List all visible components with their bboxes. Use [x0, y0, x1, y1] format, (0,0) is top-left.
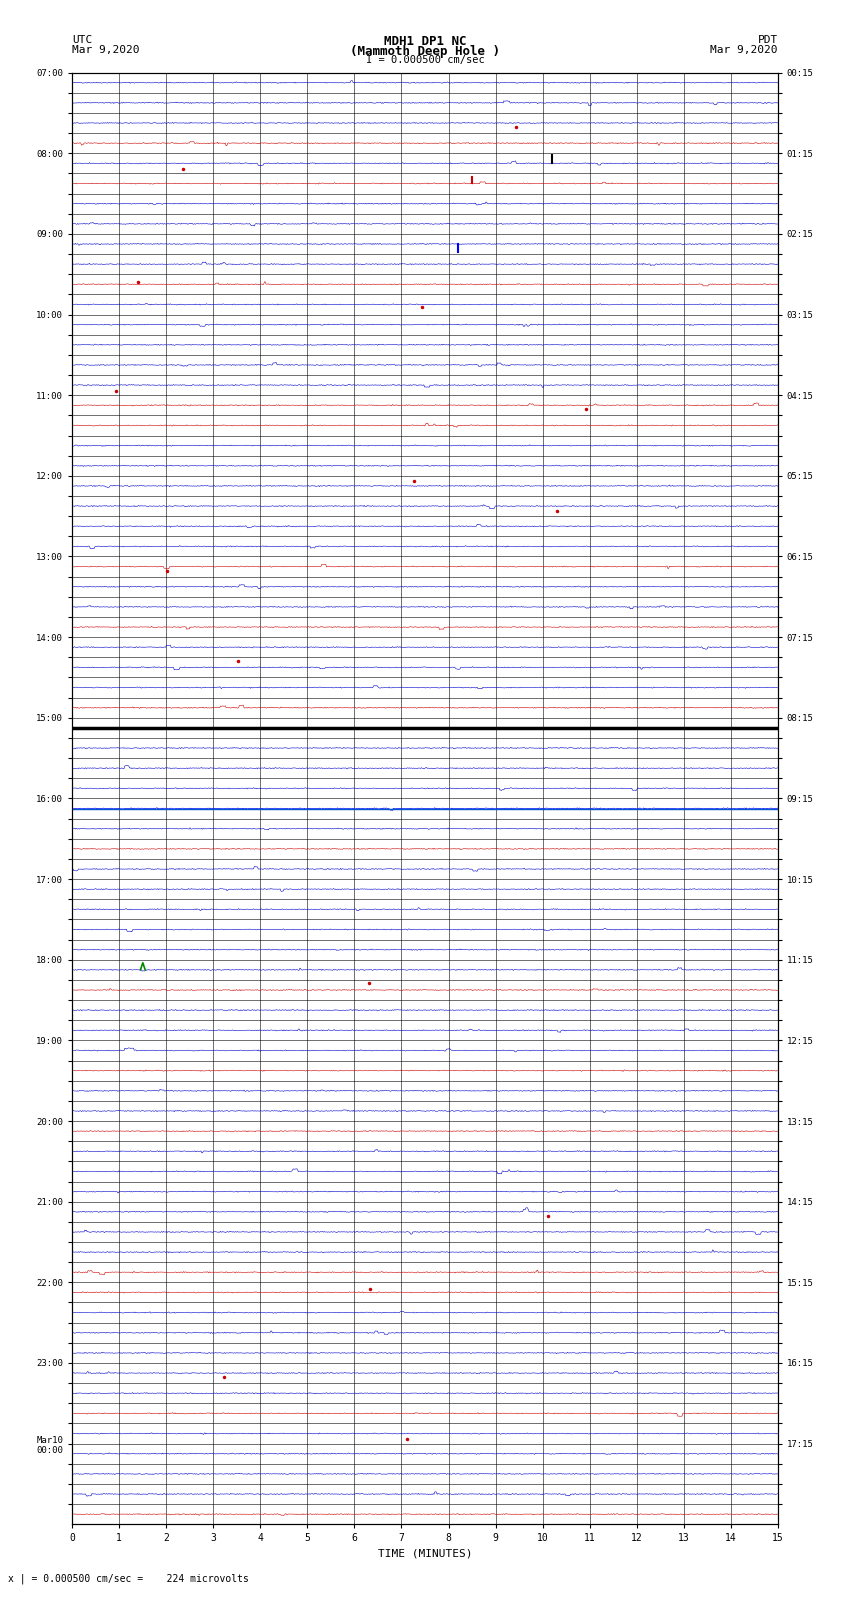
Text: PDT: PDT: [757, 35, 778, 45]
Text: MDH1 DP1 NC: MDH1 DP1 NC: [383, 35, 467, 48]
X-axis label: TIME (MINUTES): TIME (MINUTES): [377, 1548, 473, 1558]
Text: Mar 9,2020: Mar 9,2020: [72, 45, 139, 55]
Text: x | = 0.000500 cm/sec =    224 microvolts: x | = 0.000500 cm/sec = 224 microvolts: [8, 1573, 249, 1584]
Text: UTC: UTC: [72, 35, 93, 45]
Text: (Mammoth Deep Hole ): (Mammoth Deep Hole ): [350, 45, 500, 58]
Text: Mar 9,2020: Mar 9,2020: [711, 45, 778, 55]
Text: I = 0.000500 cm/sec: I = 0.000500 cm/sec: [366, 55, 484, 65]
